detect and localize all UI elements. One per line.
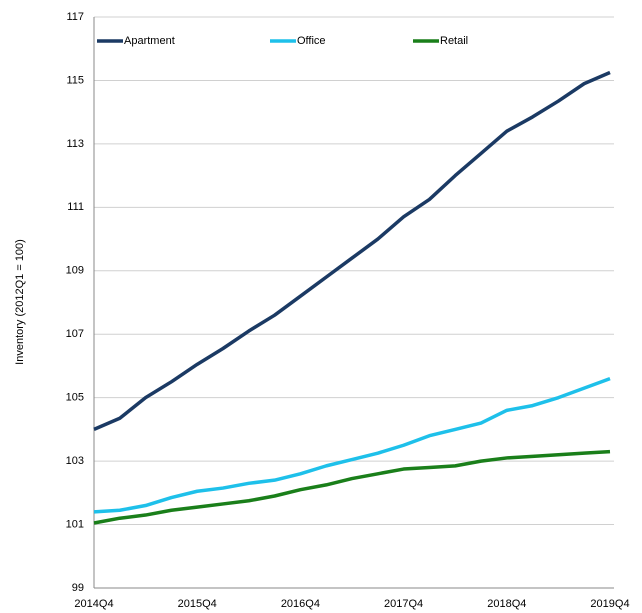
series-line <box>93 449 611 525</box>
y-tick-label: 115 <box>66 74 84 86</box>
y-tick-label: 111 <box>67 201 84 213</box>
x-tick-label: 2018Q4 <box>487 598 526 610</box>
y-axis-label: Inventory (2012Q1 = 100) <box>14 239 26 365</box>
x-tick-label: 2016Q4 <box>281 598 320 610</box>
y-tick-label: 117 <box>66 11 84 23</box>
y-tick-label: 113 <box>66 138 84 150</box>
x-tick-label: 2017Q4 <box>384 598 423 610</box>
legend-label: Retail <box>440 35 468 47</box>
series-line <box>93 70 611 431</box>
y-tick-label: 109 <box>66 265 84 277</box>
y-tick-label: 99 <box>72 582 84 594</box>
series-line <box>93 376 611 514</box>
y-tick-label: 101 <box>66 518 84 530</box>
y-tick-label: 105 <box>66 392 84 404</box>
legend-label: Apartment <box>124 35 175 47</box>
legend-label: Office <box>297 35 326 47</box>
y-tick-label: 103 <box>66 455 84 467</box>
x-tick-label: 2015Q4 <box>178 598 217 610</box>
y-tick-label: 107 <box>66 328 84 340</box>
x-tick-label: 2019Q4 <box>590 598 629 610</box>
x-tick-label: 2014Q4 <box>74 598 113 610</box>
